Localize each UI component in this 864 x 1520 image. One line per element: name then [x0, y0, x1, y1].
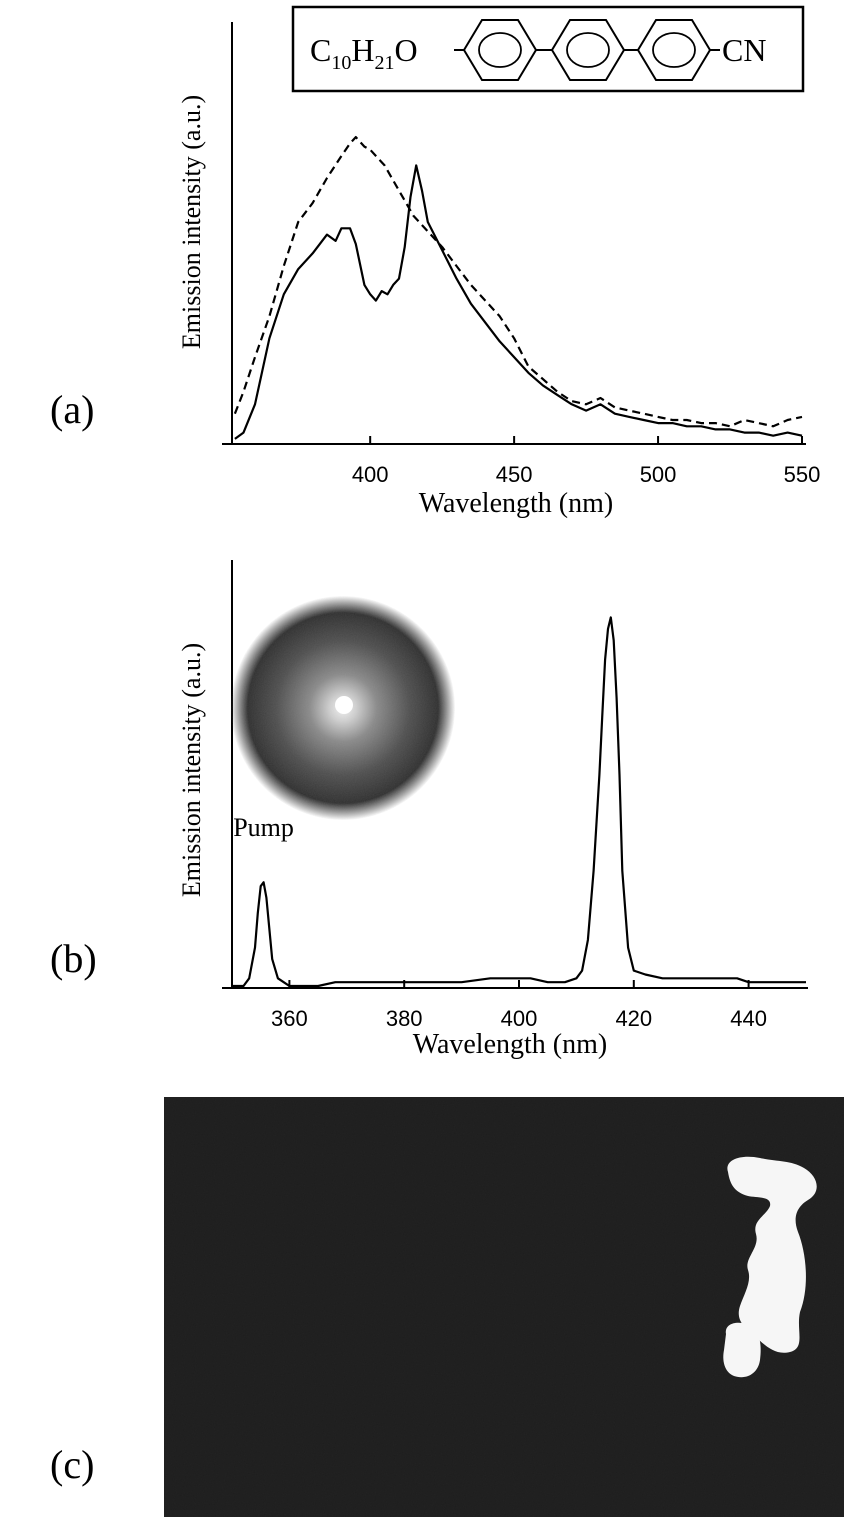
panel-a-x-tick-labels: 400 450 500 550 [352, 462, 821, 487]
benzene-ring-3 [636, 19, 712, 81]
series-dashed-line [233, 136, 803, 428]
panel-a-y-label: Emission intensity (a.u.) [177, 95, 206, 349]
panel-b-x-tick-labels: 360 380 400 420 440 [271, 1006, 767, 1031]
molecule-alkoxy-formula: C10H21O [310, 32, 418, 74]
x-tick-label: 450 [496, 462, 533, 487]
x-tick-label: 360 [271, 1006, 308, 1031]
benzene-ring-2 [550, 19, 626, 81]
series-solid-line [232, 616, 806, 988]
pump-spot [231, 596, 455, 820]
x-tick-label: 500 [640, 462, 677, 487]
panel-a-x-ticks [369, 436, 803, 444]
x-tick-label: 550 [784, 462, 821, 487]
laser-emission-spot [723, 1156, 817, 1378]
emission-photograph [164, 596, 844, 1517]
panel-a-series [233, 136, 803, 440]
series-solid-line [234, 164, 803, 440]
x-tick-label: 400 [352, 462, 389, 487]
panel-a: (a) 400 450 500 550 Wavelength (nm) Emissio… [50, 5, 821, 519]
molecule-nitrile-group: CN [722, 32, 766, 68]
panel-c: (c) [50, 596, 844, 1517]
panel-b: (b) 360 380 400 420 440 Pump Wavelength (nm)… [50, 560, 808, 1060]
x-tick-label: 420 [615, 1006, 652, 1031]
x-tick-label: 440 [730, 1006, 767, 1031]
panel-a-label: (a) [50, 387, 94, 432]
benzene-ring-1 [462, 19, 538, 81]
x-tick-label: 400 [501, 1006, 538, 1031]
panel-b-series [232, 616, 806, 988]
molecule-structure: C10H21O CN [291, 5, 805, 93]
panel-b-label: (b) [50, 936, 97, 981]
panel-b-annotations: Pump [233, 813, 294, 842]
panel-b-x-label: Wavelength (nm) [413, 1029, 607, 1060]
annotation-pump-label: Pump [233, 813, 294, 842]
panel-c-label: (c) [50, 1442, 94, 1487]
panel-b-y-label: Emission intensity (a.u.) [177, 643, 206, 897]
x-tick-label: 380 [386, 1006, 423, 1031]
panel-a-x-label: Wavelength (nm) [419, 488, 613, 519]
